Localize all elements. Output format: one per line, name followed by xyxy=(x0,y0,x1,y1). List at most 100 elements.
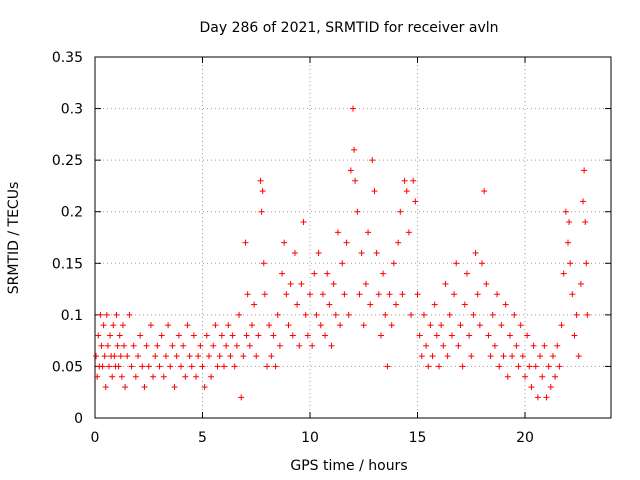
data-point xyxy=(141,384,148,391)
data-point xyxy=(384,363,391,370)
data-point xyxy=(472,249,479,256)
data-point xyxy=(214,363,221,370)
data-point xyxy=(328,342,335,349)
data-point xyxy=(169,342,176,349)
data-point xyxy=(455,342,462,349)
data-point xyxy=(453,260,460,267)
y-axis-label: SRMTID / TECUs xyxy=(6,182,22,295)
data-point xyxy=(322,332,329,339)
data-point xyxy=(100,322,107,329)
data-point xyxy=(558,322,565,329)
data-point xyxy=(519,353,526,360)
data-point xyxy=(500,353,507,360)
data-point xyxy=(300,219,307,226)
data-point xyxy=(128,363,135,370)
data-point xyxy=(351,146,358,153)
data-point xyxy=(393,301,399,308)
data-point xyxy=(547,384,554,391)
data-point xyxy=(567,260,574,267)
data-point xyxy=(517,322,524,329)
data-point xyxy=(212,322,219,329)
data-point xyxy=(313,311,320,318)
data-point xyxy=(562,208,569,215)
data-point xyxy=(132,373,139,380)
data-point xyxy=(268,353,275,360)
data-point xyxy=(180,342,187,349)
data-point xyxy=(474,291,481,298)
data-point xyxy=(101,353,108,360)
data-point xyxy=(119,322,126,329)
x-tick-label: 0 xyxy=(91,430,100,446)
data-point xyxy=(565,239,571,246)
data-point xyxy=(436,363,442,370)
data-point xyxy=(491,342,498,349)
y-tick-label: 0.2 xyxy=(61,205,83,221)
data-point xyxy=(197,342,204,349)
data-point xyxy=(408,311,415,318)
data-point xyxy=(315,249,322,256)
data-point xyxy=(476,322,483,329)
data-point xyxy=(199,363,206,370)
data-point xyxy=(264,363,270,370)
data-point xyxy=(386,291,393,298)
data-point xyxy=(145,363,152,370)
data-point xyxy=(208,373,215,380)
data-point xyxy=(513,342,520,349)
data-point xyxy=(167,363,174,370)
data-point xyxy=(324,270,331,277)
data-point xyxy=(95,332,102,339)
data-point xyxy=(124,353,131,360)
data-point xyxy=(152,353,159,360)
x-axis-label: GPS time / hours xyxy=(290,458,407,474)
data-point xyxy=(423,342,430,349)
data-point xyxy=(545,363,552,370)
data-point xyxy=(150,373,157,380)
data-point xyxy=(272,363,279,370)
chart-title: Day 286 of 2021, SRMTID for receiver avl… xyxy=(199,20,498,36)
data-point xyxy=(573,311,580,318)
data-point xyxy=(246,342,253,349)
data-point xyxy=(418,353,425,360)
data-point xyxy=(162,353,169,360)
data-point xyxy=(543,394,550,401)
data-point xyxy=(270,332,277,339)
data-point xyxy=(341,291,348,298)
data-point xyxy=(356,291,363,298)
data-point xyxy=(365,229,372,236)
y-tick-label: 0.05 xyxy=(52,359,83,375)
data-point xyxy=(569,291,576,298)
x-tick-label: 5 xyxy=(198,430,207,446)
data-point xyxy=(580,198,587,205)
data-point xyxy=(279,270,286,277)
y-tick-label: 0 xyxy=(74,411,83,427)
data-point xyxy=(274,311,281,318)
data-point xyxy=(130,342,137,349)
data-point xyxy=(442,280,449,287)
data-point xyxy=(334,229,341,236)
data-point xyxy=(343,239,350,246)
data-point xyxy=(175,332,182,339)
data-point xyxy=(276,342,283,349)
data-point xyxy=(427,322,434,329)
data-point xyxy=(457,322,464,329)
y-tick-label: 0.25 xyxy=(52,153,83,169)
data-point xyxy=(253,353,260,360)
data-point xyxy=(395,239,402,246)
data-point xyxy=(354,208,361,215)
data-point xyxy=(511,311,518,318)
data-point xyxy=(416,332,423,339)
data-point xyxy=(289,332,296,339)
data-point xyxy=(524,332,531,339)
data-point xyxy=(345,311,352,318)
data-point xyxy=(257,177,264,184)
data-point xyxy=(298,280,305,287)
data-point xyxy=(118,373,125,380)
data-point xyxy=(311,270,318,277)
y-tick-label: 0.15 xyxy=(52,256,83,272)
data-point xyxy=(371,188,378,195)
data-point xyxy=(468,353,475,360)
data-point xyxy=(258,208,265,215)
data-point xyxy=(107,332,114,339)
data-point xyxy=(259,188,266,195)
data-point xyxy=(483,280,490,287)
